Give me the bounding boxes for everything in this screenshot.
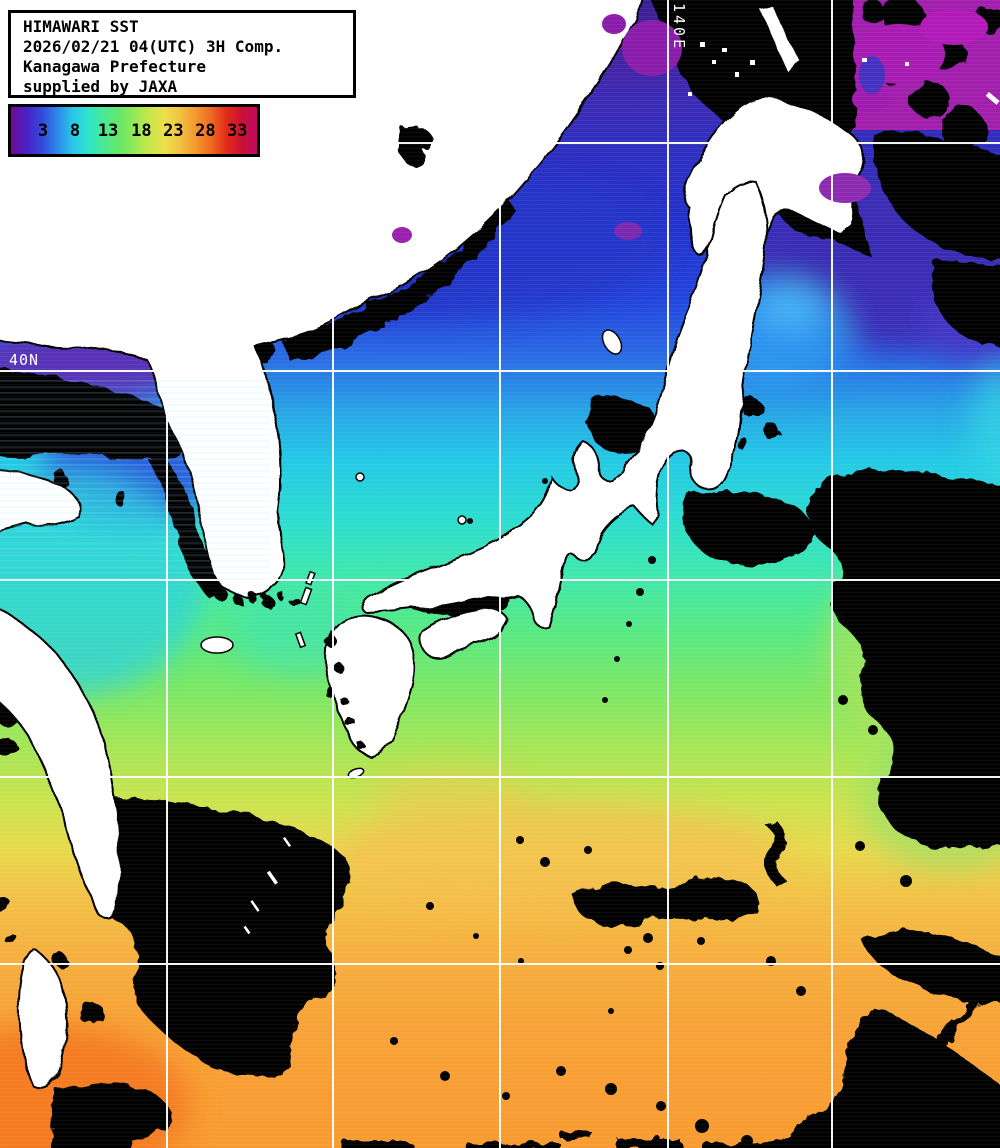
- island-oki: [457, 515, 467, 525]
- title-line-credit: supplied by JAXA: [23, 77, 178, 96]
- island-sado: [601, 329, 623, 355]
- island-ulleung: [355, 472, 365, 482]
- colorbar-tick: 33: [227, 120, 248, 141]
- title-line-product: HIMAWARI SST: [23, 17, 139, 36]
- colorbar-tick: 3: [37, 120, 49, 141]
- colorbar-tick: 28: [195, 120, 216, 141]
- title-line-region: Kanagawa Prefecture: [23, 57, 207, 76]
- colorbar-tick: 13: [97, 120, 119, 141]
- colorbar-tick: 8: [69, 120, 81, 141]
- land-shikoku: [418, 607, 510, 659]
- title-line-datetime: 2026/02/21 04(UTC) 3H Comp.: [23, 37, 284, 56]
- colorbar-tick: 18: [131, 120, 152, 141]
- parallel-label: 40N: [9, 351, 40, 369]
- temperature-colorbar: 3 8 13 18 23 28 33: [8, 104, 260, 157]
- ice-sliver: [756, 2, 802, 76]
- land-taiwan: [17, 948, 68, 1089]
- land-honshu: [360, 180, 768, 629]
- land-shandong: [0, 468, 81, 533]
- island-jeju: [200, 636, 234, 654]
- colorbar-gradient: [11, 107, 257, 154]
- island-tsushima: [299, 586, 313, 606]
- meridian-label: 140E: [670, 3, 688, 52]
- title-box: HIMAWARI SST 2026/02/21 04(UTC) 3H Comp.…: [8, 10, 356, 98]
- colorbar-tick: 23: [163, 120, 184, 141]
- island-goto: [294, 631, 307, 649]
- land-china-coast: [0, 607, 121, 919]
- island-ryukyu: [280, 834, 294, 850]
